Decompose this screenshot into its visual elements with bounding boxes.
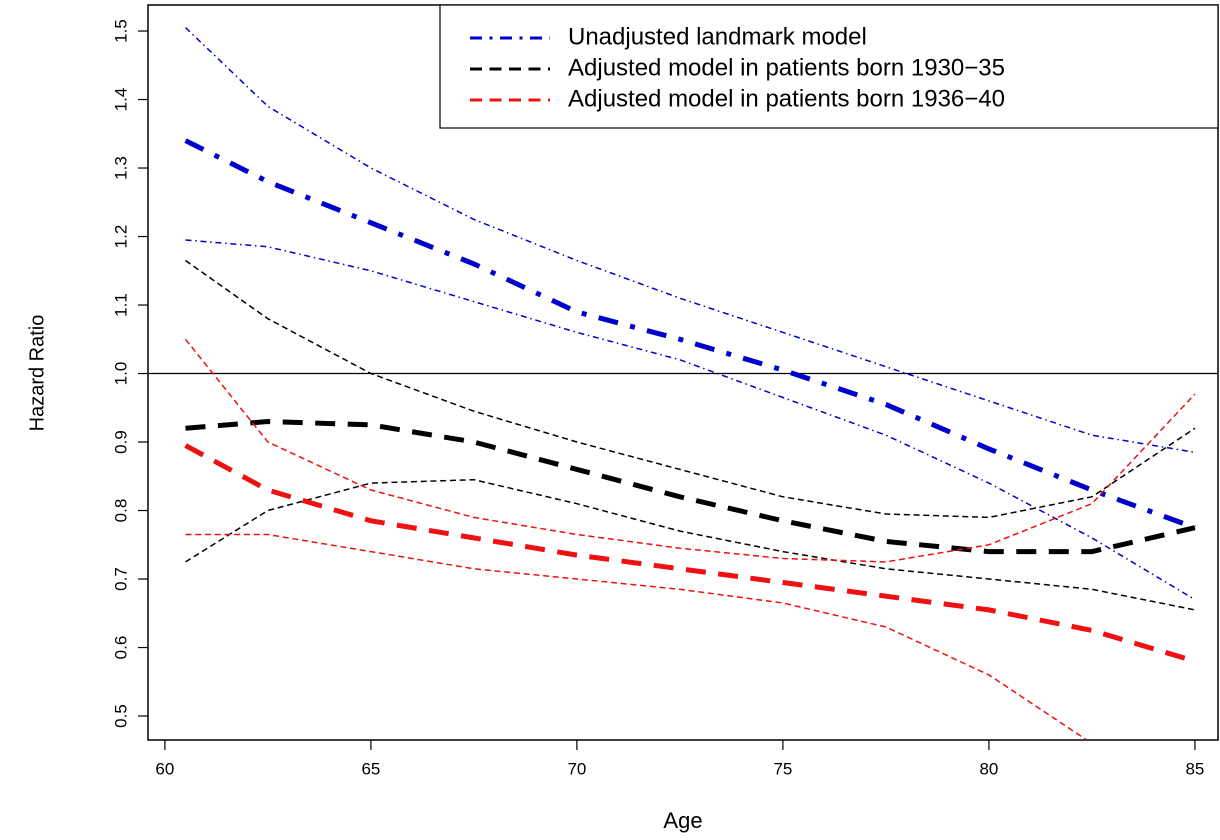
y-tick-label: 0.9: [111, 430, 130, 454]
line: [185, 418, 1196, 555]
ci-line: [185, 533, 1087, 739]
y-axis-label: Hazard Ratio: [26, 315, 48, 432]
y-tick-label: 1.1: [111, 293, 130, 317]
y-tick-label: 1.4: [111, 88, 130, 112]
y-tick-label: 1.2: [111, 225, 130, 249]
x-tick-label: 65: [361, 759, 380, 778]
y-tick-label: 0.7: [111, 567, 130, 591]
y-tick-label: 1.3: [111, 156, 130, 180]
legend-label: Unadjusted landmark model: [568, 23, 867, 50]
plot-area: [149, 27, 1218, 739]
x-tick-label: 85: [1185, 759, 1204, 778]
y-tick-label: 1.0: [111, 362, 130, 386]
x-tick-label: 70: [567, 759, 586, 778]
x-tick-label: 60: [155, 759, 174, 778]
y-tick-label: 0.8: [111, 499, 130, 523]
ci-line: [184, 338, 1196, 563]
legend-label: Adjusted model in patients born 1930−35: [568, 54, 1005, 81]
legend-box: [439, 4, 1219, 129]
ci-line: [185, 239, 1196, 601]
x-tick-label: 75: [773, 759, 792, 778]
ci-line: [185, 478, 1196, 611]
x-tick-label: 80: [979, 759, 998, 778]
y-tick-label: 0.6: [111, 636, 130, 660]
line: [184, 138, 1196, 531]
ci-line: [185, 259, 1196, 519]
line: [184, 443, 1196, 664]
y-tick-label: 0.5: [111, 704, 130, 728]
y-tick-label: 1.5: [111, 19, 130, 43]
ci-line: [184, 27, 1196, 454]
legend-label: Adjusted model in patients born 1936−40: [568, 85, 1005, 112]
x-axis-label: Age: [663, 808, 702, 833]
